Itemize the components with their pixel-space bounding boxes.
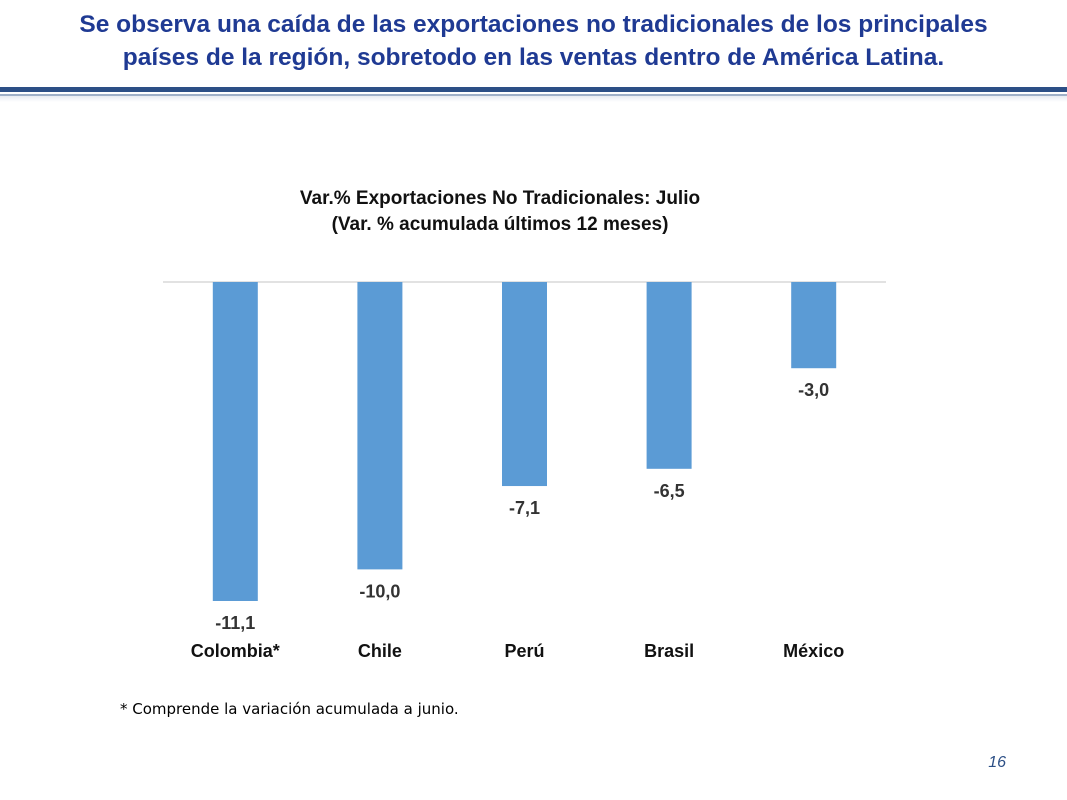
bar-2	[357, 282, 403, 570]
bar-4	[646, 282, 692, 469]
title-divider-shadow	[0, 96, 1067, 102]
chart-title: Var.% Exportaciones No Tradicionales: Ju…	[299, 188, 701, 209]
footnote: * Comprende la variación acumulada a jun…	[120, 700, 459, 718]
slide-title-line-2: países de la región, sobretodo en las ve…	[122, 44, 945, 71]
bar-5	[791, 282, 837, 369]
chart-subtitle: (Var. % acumulada últimos 12 meses)	[331, 214, 669, 235]
chart-title-block: Var.% Exportaciones No Tradicionales: Ju…	[200, 186, 800, 238]
data-label-1: -11,1	[215, 613, 255, 633]
category-label-2: Chile	[358, 641, 402, 661]
slide-title-line-1: Se observa una caída de las exportacione…	[79, 11, 988, 38]
page-number: 16	[988, 754, 1006, 771]
bar-3	[502, 282, 547, 487]
category-label-4: Brasil	[644, 641, 694, 661]
category-label-3: Perú	[504, 641, 544, 661]
data-label-4: -6,5	[654, 481, 685, 501]
bar-1	[212, 282, 258, 601]
data-label-5: -3,0	[798, 380, 829, 400]
title-divider-thin	[0, 94, 1067, 96]
category-label-1: Colombia*	[191, 641, 280, 661]
data-label-3: -7,1	[509, 498, 540, 518]
category-label-5: México	[783, 641, 844, 661]
slide-title: Se observa una caída de las exportacione…	[20, 8, 1047, 74]
title-divider	[0, 87, 1067, 92]
data-label-2: -10,0	[359, 581, 400, 601]
